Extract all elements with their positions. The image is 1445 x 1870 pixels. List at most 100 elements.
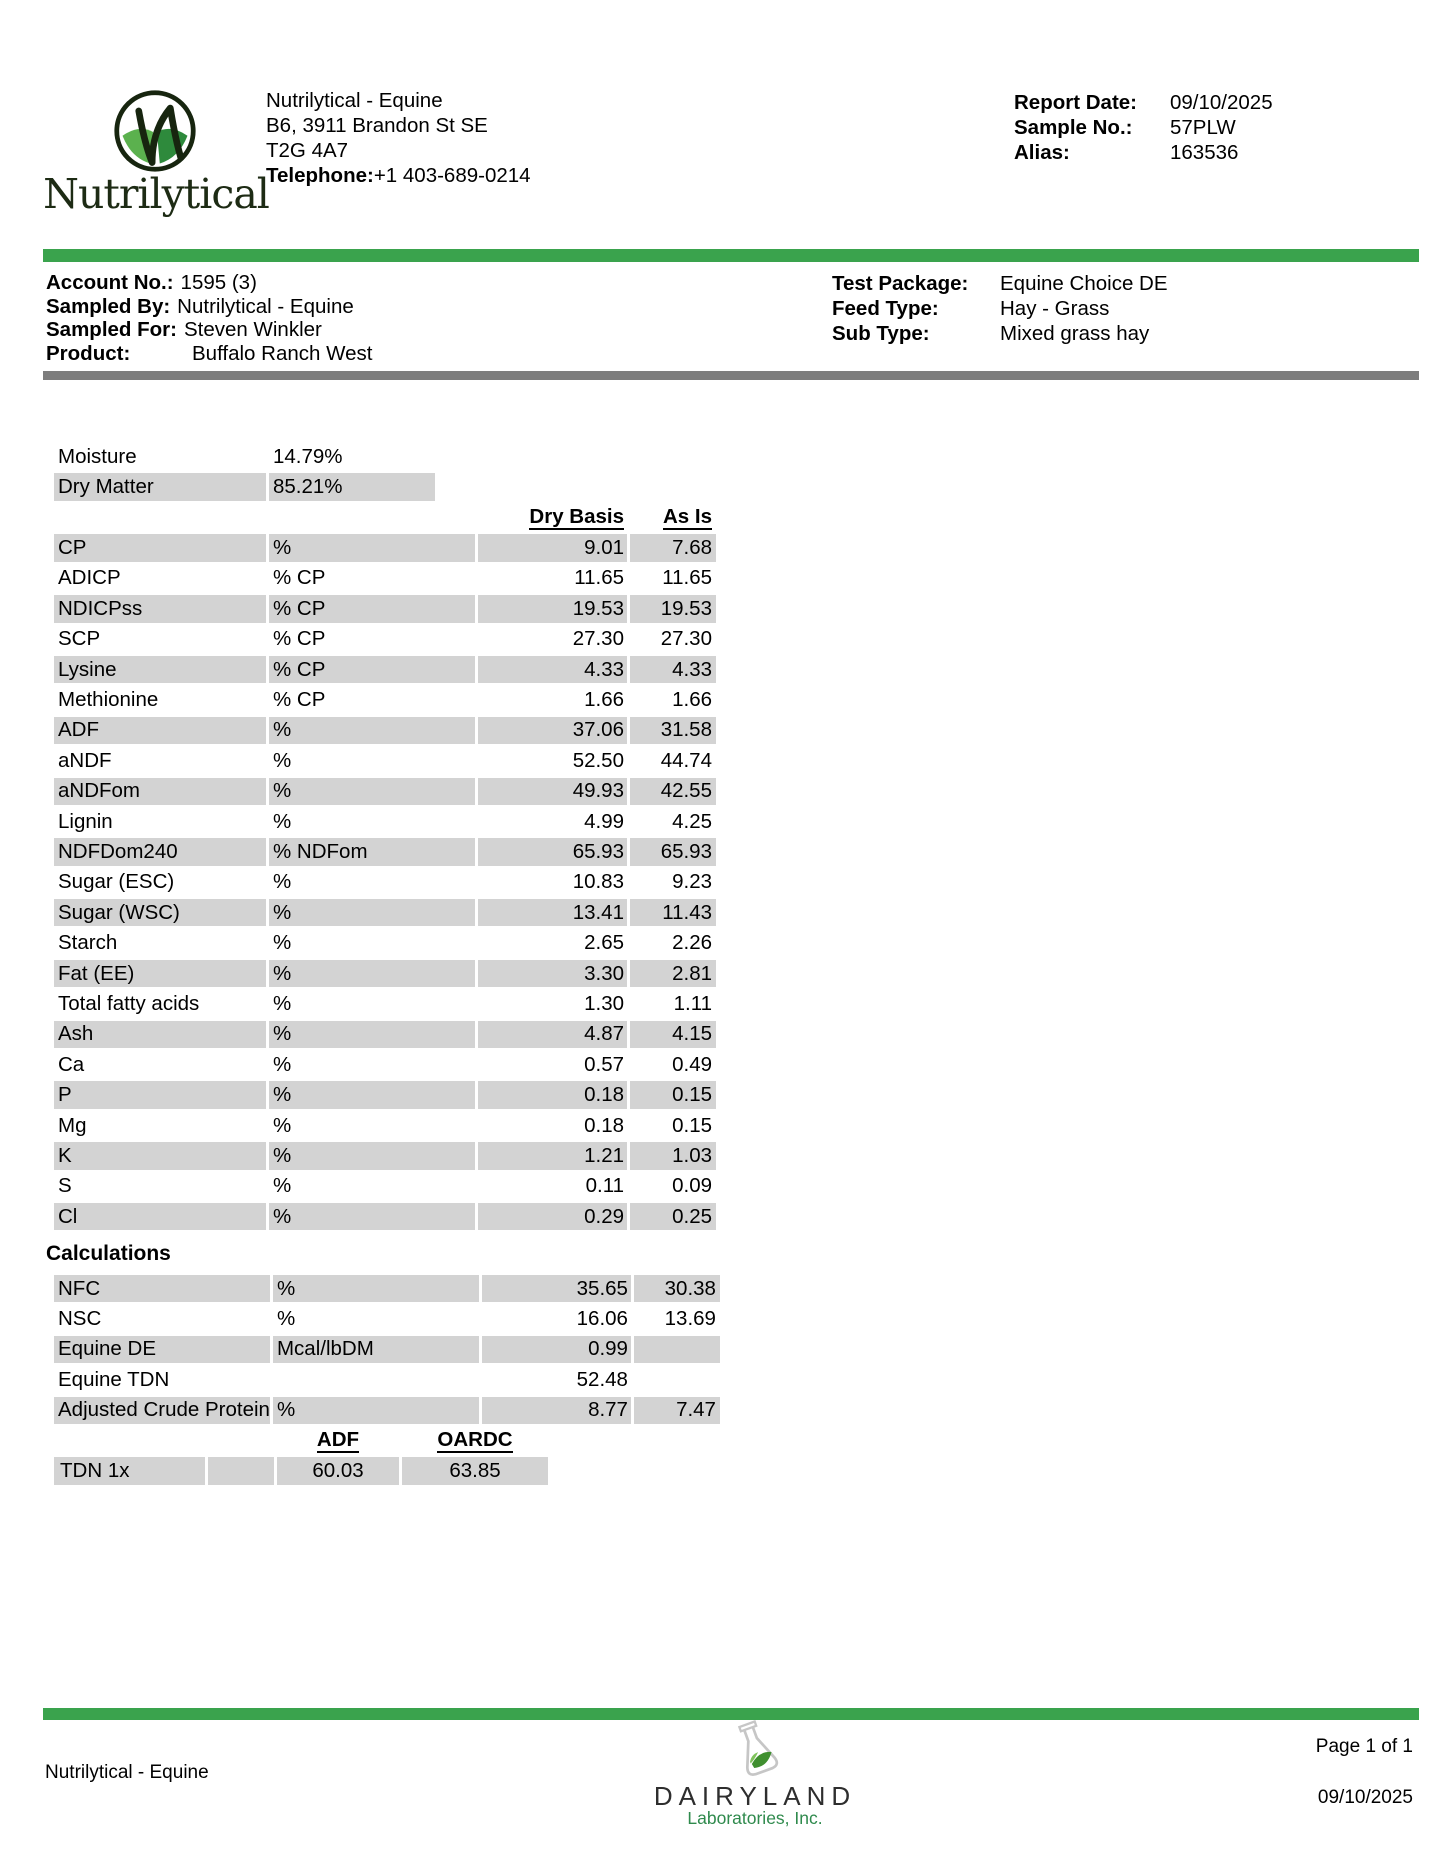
cell-unit: % bbox=[273, 1052, 292, 1076]
sample-no-label: Sample No.: bbox=[1014, 116, 1133, 139]
cell-dry: 37.06 bbox=[478, 716, 627, 745]
cell-unit: % bbox=[269, 1020, 475, 1049]
cell-asis: 1.11 bbox=[673, 991, 712, 1015]
dry-basis-header: Dry Basis bbox=[529, 505, 624, 531]
cell-unit: % bbox=[269, 777, 475, 805]
table-row: Sugar (WSC)% 13.41 11.43 bbox=[54, 899, 716, 927]
table-row: Ash% 4.87 4.15 bbox=[54, 1020, 716, 1049]
table-row: S% 0.11 0.09 bbox=[54, 1173, 716, 1200]
tdn-header-row: ADF OARDC bbox=[54, 1427, 548, 1454]
account-value: 1595 (3) bbox=[180, 271, 257, 294]
sample-no-value: 57PLW bbox=[1170, 116, 1236, 139]
cell-unit: % bbox=[269, 959, 475, 988]
cell-label: NDFDom240 bbox=[54, 838, 266, 866]
cell-label: Lignin bbox=[58, 809, 113, 833]
adf-header: ADF bbox=[316, 1428, 360, 1454]
cell-asis: 0.15 bbox=[672, 1113, 712, 1137]
cell-label: NFC bbox=[54, 1275, 270, 1303]
cell-label: Sugar (ESC) bbox=[58, 870, 175, 894]
cell-dry: 13.41 bbox=[478, 899, 627, 927]
cell-unit: % bbox=[269, 1142, 475, 1170]
account-label: Account No.: bbox=[46, 271, 174, 294]
cell-label: Fat (EE) bbox=[54, 959, 266, 988]
cell-dry: 9.01 bbox=[478, 534, 627, 562]
cell-unit: % CP bbox=[273, 627, 326, 651]
section-divider-bar bbox=[43, 371, 1419, 380]
cell-label: Mg bbox=[58, 1113, 87, 1137]
sampled-by-value: Nutrilytical - Equine bbox=[177, 294, 354, 318]
cell-dry: 65.93 bbox=[478, 838, 627, 866]
cell-value: 85.21% bbox=[269, 473, 435, 501]
cell-dry: 2.65 bbox=[584, 931, 624, 955]
table-row: ADF% 37.06 31.58 bbox=[54, 716, 716, 745]
cell-asis: 0.15 bbox=[630, 1081, 716, 1109]
alias-row: Alias: 163536 bbox=[1014, 140, 1273, 165]
feed-type-value: Hay - Grass bbox=[1000, 297, 1110, 320]
account-row: Account No.: 1595 (3) bbox=[46, 271, 372, 295]
cell-label: aNDF bbox=[58, 748, 112, 772]
table-row: ADICP % CP 11.65 11.65 bbox=[54, 565, 716, 592]
page-number: Page 1 of 1 bbox=[1315, 1736, 1413, 1757]
dairyland-subtitle: Laboratories, Inc. bbox=[687, 1808, 823, 1828]
footer-divider-bar bbox=[43, 1708, 1419, 1720]
table-row: Equine DE Mcal/lbDM 0.99 bbox=[54, 1335, 720, 1364]
cell-dry: 11.65 bbox=[574, 566, 624, 590]
cell-oardc: 63.85 bbox=[402, 1457, 548, 1485]
cell-unit: Mcal/lbDM bbox=[272, 1335, 479, 1364]
cell-unit: % CP bbox=[269, 655, 475, 684]
alias-value: 163536 bbox=[1170, 141, 1239, 164]
cell-spacer bbox=[208, 1457, 274, 1485]
report-date-value: 09/10/2025 bbox=[1170, 91, 1273, 114]
table-row: Mg% 0.18 0.15 bbox=[54, 1112, 716, 1139]
cell-label: ADF bbox=[54, 716, 266, 745]
cell-asis: 1.66 bbox=[672, 688, 712, 712]
company-address-block: Nutrilytical - Equine B6, 3911 Brandon S… bbox=[266, 88, 531, 188]
cell-dry: 10.83 bbox=[572, 870, 624, 894]
cell-label: Total fatty acids bbox=[58, 991, 200, 1015]
cell-label: NDICPss bbox=[54, 595, 266, 623]
cell-asis: 44.74 bbox=[660, 748, 712, 772]
cell-label: Equine TDN bbox=[58, 1367, 170, 1391]
cell-label: Sugar (WSC) bbox=[54, 899, 266, 927]
table-row: K% 1.21 1.03 bbox=[54, 1142, 716, 1170]
test-package-label: Test Package: bbox=[832, 272, 969, 295]
table-row: SCP % CP 27.30 27.30 bbox=[54, 626, 716, 653]
cell-label: Methionine bbox=[58, 688, 159, 712]
sampled-for-row: Sampled For: Steven Winkler bbox=[46, 318, 372, 342]
table-row: NSC% 16.06 13.69 bbox=[54, 1305, 720, 1332]
flask-icon bbox=[737, 1720, 779, 1776]
cell-dry: 8.77 bbox=[481, 1396, 631, 1424]
cell-unit: % bbox=[273, 870, 292, 894]
company-name: Nutrilytical - Equine bbox=[266, 89, 443, 112]
report-date-row: Report Date: 09/10/2025 bbox=[1014, 90, 1273, 115]
cell-dry: 35.65 bbox=[481, 1275, 631, 1303]
cell-asis: 27.30 bbox=[660, 627, 712, 651]
cell-asis: 11.43 bbox=[630, 899, 716, 927]
cell-label: Starch bbox=[58, 931, 118, 955]
table-row: Cl% 0.29 0.25 bbox=[54, 1202, 716, 1231]
cell-dry: 3.30 bbox=[478, 959, 627, 988]
dairyland-wordmark: DAIRYLAND bbox=[653, 1781, 857, 1811]
cell-label: ADICP bbox=[58, 566, 121, 590]
cell-dry: 0.99 bbox=[481, 1335, 631, 1364]
table-row: Lignin% 4.99 4.25 bbox=[54, 808, 716, 835]
table-row: Moisture 14.79% bbox=[54, 443, 435, 470]
cell-dry: 0.18 bbox=[478, 1081, 627, 1109]
cell-asis: 13.69 bbox=[664, 1307, 716, 1331]
header-spacer bbox=[208, 1427, 274, 1454]
cell-asis: 42.55 bbox=[630, 777, 716, 805]
analysis-header-row: Dry Basis As Is bbox=[54, 504, 716, 531]
report-meta-block: Report Date: 09/10/2025 Sample No.: 57PLW … bbox=[1014, 90, 1273, 165]
cell-unit: % bbox=[269, 899, 475, 927]
cell-label: Ash bbox=[54, 1020, 266, 1049]
sample-info-right: Test Package: Equine Choice DE Feed Type:… bbox=[832, 271, 1168, 346]
phone-value: +1 403-689-0214 bbox=[373, 164, 531, 187]
cell-unit: % bbox=[269, 1202, 475, 1231]
nutrilytical-logo-icon bbox=[114, 90, 196, 172]
cell-label: Equine DE bbox=[54, 1335, 270, 1364]
sampled-by-label: Sampled By: bbox=[46, 294, 171, 318]
cell-label: K bbox=[54, 1142, 266, 1170]
cell-asis: 9.23 bbox=[672, 870, 712, 894]
product-row: Product: Buffalo Ranch West bbox=[46, 342, 372, 366]
